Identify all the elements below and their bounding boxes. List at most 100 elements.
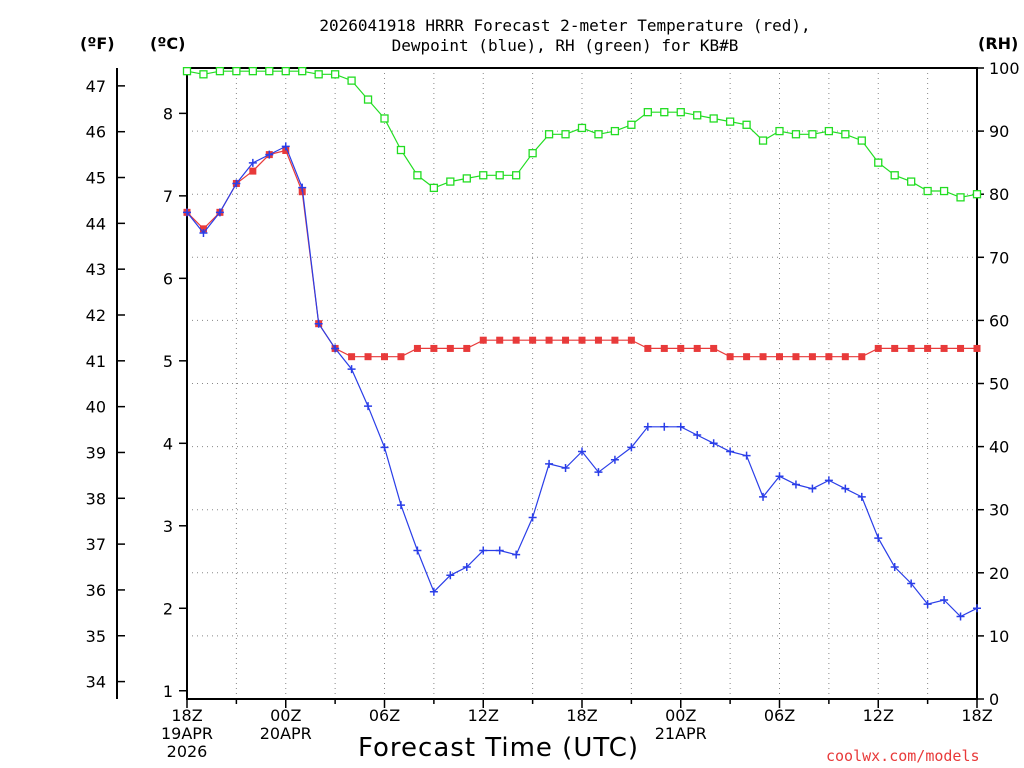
temperature-point bbox=[627, 336, 635, 344]
rh-point bbox=[347, 76, 356, 85]
rh-point bbox=[446, 177, 455, 186]
temperature-point bbox=[973, 344, 981, 352]
fahrenheit-tick-label: 45 bbox=[86, 169, 106, 188]
rh-point bbox=[956, 193, 965, 202]
dewpoint-point bbox=[512, 550, 521, 559]
temperature-point bbox=[825, 353, 833, 361]
temperature-point bbox=[874, 344, 882, 352]
credit-link[interactable]: coolwx.com/models bbox=[826, 747, 980, 765]
rh-point bbox=[215, 67, 225, 76]
chart-title: 2026041918 HRRR Forecast 2-meter Tempera… bbox=[220, 16, 910, 56]
celsius-tick-label: 5 bbox=[163, 352, 173, 371]
temperature-point bbox=[808, 353, 816, 361]
x-axis-title: Forecast Time (UTC) bbox=[358, 733, 640, 763]
dewpoint-point bbox=[265, 150, 274, 159]
rh-point bbox=[627, 120, 636, 129]
fahrenheit-tick-label: 44 bbox=[86, 214, 106, 233]
rh-point bbox=[742, 120, 751, 129]
fahrenheit-tick-label: 36 bbox=[86, 581, 106, 600]
temperature-point bbox=[364, 353, 372, 361]
rh-point bbox=[330, 70, 340, 79]
dewpoint-point bbox=[528, 513, 537, 522]
temperature-point bbox=[858, 353, 866, 361]
dewpoint-point bbox=[890, 563, 899, 572]
x-tick-label: 00Z bbox=[270, 706, 301, 725]
temperature-point bbox=[430, 344, 438, 352]
fahrenheit-tick-label: 43 bbox=[86, 260, 106, 279]
dewpoint-point bbox=[676, 422, 685, 431]
rh-point bbox=[495, 171, 504, 180]
dewpoint-point bbox=[841, 484, 850, 493]
temperature-point bbox=[594, 336, 602, 344]
temperature-point bbox=[282, 146, 290, 154]
rh-point bbox=[577, 123, 587, 133]
rh-point bbox=[232, 67, 241, 76]
chart-title-line-2: Dewpoint (blue), RH (green) for KB#B bbox=[391, 36, 739, 55]
dewpoint-point bbox=[380, 443, 389, 452]
temperature-point bbox=[710, 344, 718, 352]
celsius-tick-label: 2 bbox=[163, 599, 173, 618]
rh-tick-label: 10 bbox=[989, 627, 1009, 646]
rh-point bbox=[380, 114, 389, 123]
x-tick-label: 12Z bbox=[863, 706, 894, 725]
fahrenheit-tick-label: 40 bbox=[86, 398, 106, 417]
celsius-tick-label: 1 bbox=[163, 682, 173, 701]
temperature-point bbox=[677, 344, 685, 352]
dewpoint-point bbox=[298, 183, 307, 192]
dewpoint-point bbox=[578, 447, 586, 456]
dewpoint-point bbox=[314, 319, 323, 328]
dewpoint-point bbox=[479, 546, 488, 555]
temperature-point bbox=[446, 344, 454, 352]
rh-point bbox=[281, 67, 290, 76]
celsius-tick-label: 8 bbox=[163, 104, 173, 123]
dewpoint-point bbox=[215, 208, 224, 217]
dewpoint-point bbox=[199, 228, 208, 237]
dewpoint-point bbox=[874, 534, 883, 543]
x-tick-label: 2026 bbox=[167, 742, 208, 761]
temperature-point bbox=[199, 225, 207, 233]
temperature-point bbox=[726, 353, 734, 361]
rh-point bbox=[775, 126, 784, 136]
x-tick-label: 21APR bbox=[655, 724, 707, 743]
x-tick-label: 06Z bbox=[764, 706, 795, 725]
x-tick-label: 18Z bbox=[961, 706, 992, 725]
temperature-point bbox=[841, 353, 849, 361]
fahrenheit-tick-label: 39 bbox=[86, 443, 106, 462]
dewpoint-point bbox=[232, 179, 241, 188]
rh-point bbox=[939, 186, 949, 196]
temperature-point bbox=[611, 336, 619, 344]
dewpoint-point bbox=[956, 612, 965, 621]
temperature-point bbox=[381, 353, 388, 361]
x-tick-label: 19APR bbox=[161, 724, 213, 743]
temperature-point bbox=[907, 344, 915, 352]
rh-point bbox=[791, 130, 801, 139]
dewpoint-point bbox=[726, 447, 735, 456]
dewpoint-point bbox=[923, 600, 932, 609]
temperature-point bbox=[397, 353, 405, 361]
dewpoint-point bbox=[248, 158, 257, 167]
rh-point bbox=[610, 126, 620, 136]
fahrenheit-tick-label: 37 bbox=[86, 535, 106, 554]
fahrenheit-tick-label: 42 bbox=[86, 306, 106, 325]
celsius-tick-label: 6 bbox=[163, 269, 173, 288]
temperature-point bbox=[479, 336, 487, 344]
dewpoint-point bbox=[462, 563, 471, 572]
rh-tick-label: 0 bbox=[989, 690, 999, 709]
fahrenheit-tick-label: 38 bbox=[86, 489, 106, 508]
fahrenheit-tick-label: 41 bbox=[86, 352, 106, 371]
temperature-point bbox=[545, 336, 553, 344]
temperature-point bbox=[660, 344, 668, 352]
temperature-point bbox=[891, 344, 899, 352]
rh-point bbox=[874, 158, 883, 167]
chart-title-line-1: 2026041918 HRRR Forecast 2-meter Tempera… bbox=[319, 16, 811, 35]
x-tick-label: 18Z bbox=[171, 706, 202, 725]
rh-point bbox=[890, 171, 899, 180]
x-tick-label: 00Z bbox=[665, 706, 696, 725]
temperature-point bbox=[562, 336, 570, 344]
temperature-point bbox=[249, 167, 257, 175]
rh-point bbox=[643, 108, 652, 117]
rh-tick-label: 50 bbox=[989, 375, 1009, 394]
rh-tick-label: 80 bbox=[989, 185, 1009, 204]
dewpoint-point bbox=[940, 596, 949, 605]
